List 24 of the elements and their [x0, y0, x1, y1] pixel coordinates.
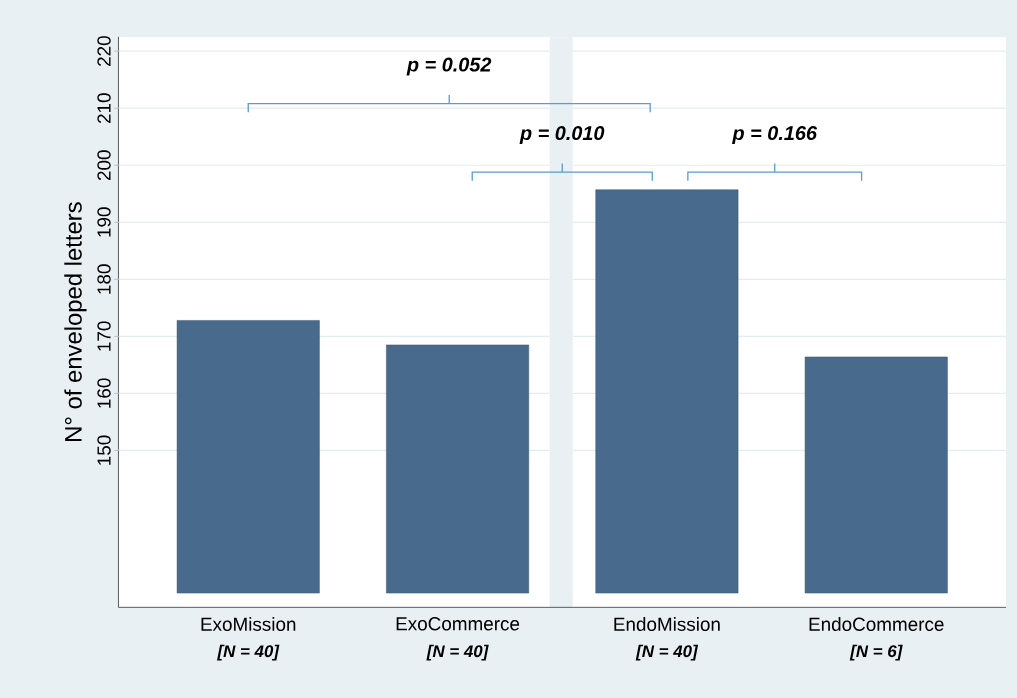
bar [176, 320, 320, 594]
text: [N = 40] [635, 644, 699, 661]
y-tick-label: 170 [97, 321, 111, 351]
x-tick-label: ExoCommerce [396, 617, 520, 631]
y-tick-label: 160 [97, 378, 111, 408]
annotation: p = 0.052 [406, 57, 492, 76]
y-tick-label: 180 [97, 264, 111, 294]
y-tick-label: 150 [97, 435, 111, 465]
bar [804, 356, 948, 594]
bar [386, 344, 529, 594]
text: [N = 40] [426, 644, 489, 661]
y-tick-label: 210 [97, 93, 111, 123]
y-tick-label: 220 [97, 36, 111, 66]
x-tick-label: EndoCommerce [809, 617, 944, 631]
annotation: p = 0.166 [732, 125, 818, 144]
x-tick-label: ExoMission [201, 617, 296, 631]
x-tick-label: EndoMission [614, 617, 720, 631]
bar [595, 189, 739, 594]
text: [N = 6] [849, 644, 903, 661]
y-tick-label: 190 [97, 207, 111, 237]
annotation: p = 0.010 [519, 125, 605, 144]
y-axis-title: N° of enveloped letters [64, 202, 87, 441]
y-tick-label: 200 [97, 150, 111, 180]
text: [N = 40] [217, 644, 280, 661]
